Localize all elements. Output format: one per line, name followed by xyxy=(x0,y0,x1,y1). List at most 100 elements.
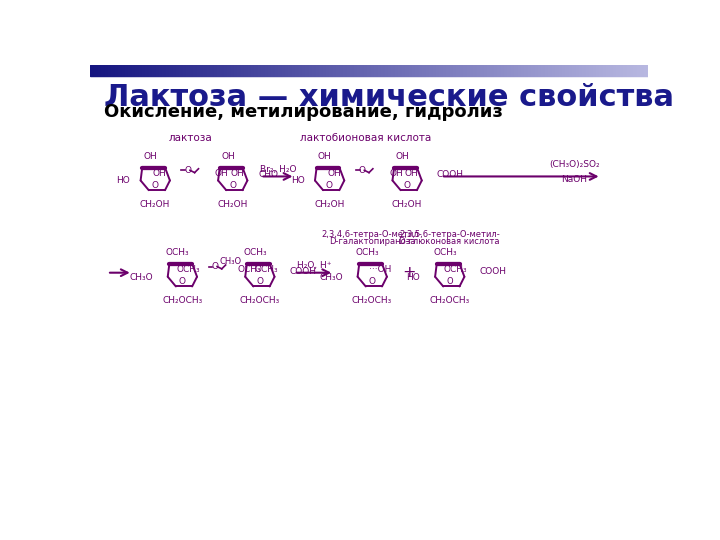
Bar xyxy=(312,65,313,76)
Bar xyxy=(118,65,119,76)
Bar xyxy=(234,65,235,76)
Bar xyxy=(521,65,522,76)
Bar xyxy=(478,65,479,76)
Bar xyxy=(304,65,305,76)
Bar xyxy=(549,65,550,76)
Bar xyxy=(280,65,281,76)
Bar xyxy=(602,65,603,76)
Bar xyxy=(315,65,316,76)
Bar xyxy=(647,65,648,76)
Bar xyxy=(584,65,585,76)
Bar xyxy=(162,65,163,76)
Bar xyxy=(566,65,567,76)
Bar xyxy=(119,65,120,76)
Bar xyxy=(195,65,196,76)
Bar xyxy=(546,65,547,76)
Bar xyxy=(591,65,592,76)
Bar xyxy=(545,65,546,76)
Bar xyxy=(221,65,222,76)
Bar xyxy=(174,65,175,76)
Bar xyxy=(426,65,427,76)
Bar xyxy=(338,65,339,76)
Bar xyxy=(171,65,172,76)
Bar xyxy=(394,65,395,76)
Bar xyxy=(489,65,490,76)
Bar xyxy=(577,65,578,76)
Text: CHO: CHO xyxy=(259,171,279,179)
Bar xyxy=(107,65,108,76)
Bar xyxy=(180,65,181,76)
Bar xyxy=(244,65,245,76)
Bar xyxy=(364,65,365,76)
Bar xyxy=(231,65,232,76)
Bar xyxy=(183,65,184,76)
Bar xyxy=(642,65,644,76)
Bar xyxy=(147,65,148,76)
Bar xyxy=(608,65,609,76)
Bar xyxy=(254,65,255,76)
Bar xyxy=(92,65,93,76)
Bar xyxy=(246,65,248,76)
Bar xyxy=(360,65,361,76)
Bar xyxy=(281,65,282,76)
Bar xyxy=(177,65,178,76)
Text: CH₂OH: CH₂OH xyxy=(392,200,422,208)
Bar xyxy=(136,65,137,76)
Text: CH₂OCH₃: CH₂OCH₃ xyxy=(352,296,392,305)
Bar xyxy=(523,65,524,76)
Bar xyxy=(264,65,265,76)
Bar xyxy=(621,65,622,76)
Bar xyxy=(444,65,445,76)
Bar xyxy=(443,65,444,76)
Bar xyxy=(600,65,601,76)
Bar xyxy=(159,65,160,76)
Bar xyxy=(125,65,126,76)
Bar xyxy=(299,65,300,76)
Bar xyxy=(598,65,599,76)
Bar xyxy=(179,65,180,76)
Text: OH: OH xyxy=(153,169,166,178)
Bar xyxy=(300,65,301,76)
Bar xyxy=(408,65,409,76)
Bar xyxy=(181,65,182,76)
Bar xyxy=(560,65,561,76)
Text: OH: OH xyxy=(221,152,235,161)
Bar xyxy=(130,65,131,76)
Bar xyxy=(569,65,570,76)
Bar xyxy=(420,65,421,76)
Bar xyxy=(206,65,207,76)
Bar xyxy=(201,65,202,76)
Bar xyxy=(279,65,280,76)
Bar xyxy=(110,65,111,76)
Bar xyxy=(161,65,162,76)
Text: CH₃O: CH₃O xyxy=(319,273,343,282)
Bar xyxy=(516,65,517,76)
Bar xyxy=(376,65,377,76)
Bar xyxy=(98,65,99,76)
Bar xyxy=(410,65,411,76)
Bar xyxy=(333,65,334,76)
Bar xyxy=(416,65,417,76)
Bar xyxy=(585,65,586,76)
Bar xyxy=(250,65,251,76)
Bar xyxy=(108,65,109,76)
Bar xyxy=(185,65,186,76)
Bar xyxy=(356,65,357,76)
Bar xyxy=(565,65,566,76)
Text: O: O xyxy=(211,262,218,271)
Text: HO: HO xyxy=(406,273,420,282)
Bar xyxy=(334,65,335,76)
Bar xyxy=(482,65,483,76)
Bar xyxy=(527,65,528,76)
Bar xyxy=(611,65,612,76)
Bar xyxy=(581,65,582,76)
Bar xyxy=(354,65,355,76)
Bar xyxy=(486,65,487,76)
Bar xyxy=(178,65,179,76)
Bar xyxy=(568,65,569,76)
Text: O: O xyxy=(256,278,264,286)
Bar xyxy=(530,65,531,76)
Bar xyxy=(344,65,345,76)
Bar xyxy=(567,65,568,76)
Bar xyxy=(496,65,497,76)
